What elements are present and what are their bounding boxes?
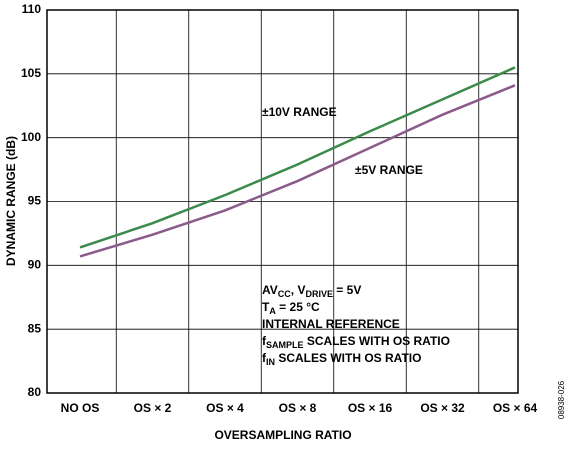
annotation-text: SCALES WITH OS RATIO	[304, 334, 450, 348]
annotation: fIN SCALES WITH OS RATIO	[262, 351, 421, 367]
annotation: AVCC, VDRIVE = 5V	[262, 283, 361, 299]
series-line	[79, 84, 516, 258]
annotation-subscript: CC	[278, 289, 291, 299]
x-tick-label: OS × 2	[134, 401, 172, 415]
annotation-text: f	[262, 351, 267, 365]
x-tick-label: OS × 8	[279, 401, 317, 415]
y-tick-label: 100	[21, 130, 41, 144]
x-tick-label: OS × 4	[206, 401, 244, 415]
x-tick-label: NO OS	[61, 401, 100, 415]
y-tick-label: 85	[28, 321, 42, 335]
y-tick-label: 90	[28, 258, 42, 272]
annotation: fSAMPLE SCALES WITH OS RATIO	[262, 334, 450, 350]
y-tick-label: 105	[21, 66, 41, 80]
annotation: INTERNAL REFERENCE	[262, 317, 400, 331]
y-tick-label: 80	[28, 385, 42, 399]
annotation-text: AV	[262, 283, 278, 297]
annotation-text: = 5V	[333, 283, 361, 297]
annotation-text: T	[262, 300, 270, 314]
series-label: ±10V RANGE	[262, 105, 337, 119]
y-tick-label: 95	[28, 194, 42, 208]
y-tick-label: 110	[22, 2, 42, 16]
y-axis-label: DYNAMIC RANGE (dB)	[4, 136, 18, 266]
annotation-subscript: IN	[266, 357, 275, 367]
annotation-text: f	[262, 334, 267, 348]
x-tick-label: OS × 16	[348, 401, 393, 415]
series-label: ±5V RANGE	[355, 163, 423, 177]
annotation-subscript: DRIVE	[305, 289, 333, 299]
x-tick-label: OS × 32	[420, 401, 465, 415]
annotation-text: , V	[291, 283, 306, 297]
figure-id: 08938-026	[557, 380, 566, 419]
annotation-subscript: A	[269, 306, 276, 316]
annotation-text: = 25 °C	[276, 300, 320, 314]
annotation: TA = 25 °C	[262, 300, 320, 316]
annotation-subscript: SAMPLE	[266, 340, 304, 350]
x-axis-label: OVERSAMPLING RATIO	[214, 428, 351, 442]
plot-frame	[46, 9, 519, 394]
series-line	[79, 66, 516, 249]
x-tick-label: OS × 64	[493, 401, 538, 415]
annotation-text: SCALES WITH OS RATIO	[275, 351, 421, 365]
annotation-text: INTERNAL REFERENCE	[262, 317, 400, 331]
